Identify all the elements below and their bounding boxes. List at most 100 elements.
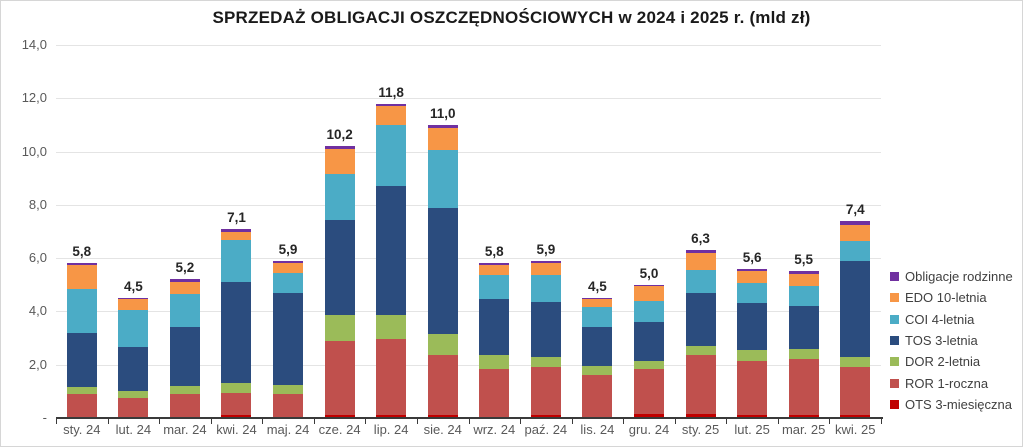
y-tick-label: 6,0	[28, 250, 47, 266]
gridline	[56, 98, 881, 100]
bar-segment	[324, 340, 355, 416]
axis-tick	[468, 419, 470, 424]
bar-segment	[479, 355, 510, 369]
y-tick-label: 12,0	[21, 90, 47, 106]
legend-swatch-icon	[890, 314, 899, 324]
bar-segment	[788, 359, 819, 416]
bar-total-label: 5,5	[794, 252, 814, 268]
axis-tick	[56, 419, 57, 424]
bar-segment	[737, 360, 768, 416]
bar-segment	[840, 367, 871, 415]
axis-tick	[726, 419, 728, 424]
bar-segment	[633, 300, 664, 323]
bar-segment	[324, 315, 355, 341]
bar-segment	[582, 307, 613, 328]
legend-swatch-icon	[890, 293, 899, 303]
gridline	[56, 258, 881, 260]
gridline	[56, 364, 881, 366]
bar-segment	[169, 282, 200, 295]
axis-tick	[881, 419, 882, 424]
bar-segment	[685, 346, 716, 356]
y-tick-label: 2,0	[28, 356, 47, 372]
bar-segment	[221, 282, 252, 384]
bar-segment	[169, 386, 200, 395]
x-tick-label: kwi. 24	[216, 422, 257, 437]
bar-segment	[737, 283, 768, 304]
bar-segment	[633, 414, 664, 418]
axis-tick	[777, 419, 779, 424]
bar-total-label: 5,8	[72, 244, 92, 260]
bar-segment	[118, 298, 149, 300]
axis-tick	[416, 419, 418, 424]
bar-segment	[324, 415, 355, 418]
bar-segment	[479, 368, 510, 417]
legend-item: EDO 10-letnia	[890, 287, 1013, 308]
y-tick-label: 8,0	[28, 196, 47, 212]
bar-segment	[788, 415, 819, 418]
x-axis-line	[56, 417, 883, 419]
bar-segment	[685, 292, 716, 347]
legend: Obligacje rodzinne EDO 10-letnia COI 4-let…	[890, 266, 1013, 415]
bar-segment	[427, 355, 458, 416]
bar-total-label: 5,8	[484, 244, 504, 260]
bar-segment	[427, 334, 458, 356]
bar-segment	[840, 414, 871, 418]
bar-segment	[685, 414, 716, 418]
legend-item: OTS 3-miesięczna	[890, 394, 1013, 415]
bar-segment	[118, 398, 149, 417]
bar-segment	[685, 252, 716, 271]
axis-tick	[829, 419, 831, 424]
bar-segment	[582, 299, 613, 308]
bar-segment	[530, 260, 561, 264]
bar-segment	[376, 186, 407, 316]
axis-tick	[623, 419, 625, 424]
bar-segment	[427, 207, 458, 335]
legend-item: COI 4-letnia	[890, 309, 1013, 330]
bar-segment	[273, 272, 304, 293]
legend-swatch-icon	[890, 399, 899, 409]
bar-segment	[221, 239, 252, 283]
x-tick-label: mar. 24	[163, 422, 207, 437]
bar-segment	[479, 275, 510, 300]
bar-segment	[66, 263, 97, 265]
bar-segment	[66, 387, 97, 395]
plot-area: 5,8 4,5 5,2 7,1 5,9 10,2 11,8 11,0 5,8 5,9 4,5 5,0 6…	[56, 45, 881, 418]
x-tick-label: paź. 24	[524, 422, 568, 437]
bar-segment	[324, 148, 355, 175]
axis-tick	[107, 419, 109, 424]
bar-total-label: 10,2	[326, 127, 353, 143]
legend-label: ROR 1-roczna	[905, 375, 989, 391]
legend-label: DOR 2-letnia	[905, 354, 981, 370]
bar-segment	[324, 174, 355, 220]
legend-swatch-icon	[890, 357, 899, 367]
bar-segment	[169, 394, 200, 417]
x-tick-label: cze. 24	[318, 422, 361, 437]
gridline	[56, 45, 881, 46]
legend-item: TOS 3-letnia	[890, 330, 1013, 351]
bar-total-label: 5,2	[175, 260, 195, 276]
bar-segment	[479, 264, 510, 276]
bar-segment	[840, 240, 871, 261]
bar-total-label: 5,9	[278, 241, 298, 257]
bar-segment	[633, 286, 664, 301]
bar-segment	[685, 355, 716, 415]
bar-segment	[66, 264, 97, 289]
bar-segment	[582, 375, 613, 417]
bar-segment	[427, 150, 458, 208]
bar-segment	[324, 219, 355, 316]
bar-segment	[530, 356, 561, 368]
bar-segment	[530, 415, 561, 418]
bar-segment	[788, 306, 819, 349]
axis-tick	[674, 419, 676, 424]
y-tick-label: 10,0	[21, 143, 47, 159]
x-tick-label: sie. 24	[423, 422, 462, 437]
chart-title: SPRZEDAŻ OBLIGACJI OSZCZĘDNOŚCIOWYCH w 2…	[212, 8, 811, 27]
bar-segment	[118, 391, 149, 399]
bar-segment	[66, 394, 97, 417]
x-tick-label: sty. 24	[63, 422, 101, 437]
bar-segment	[376, 103, 407, 107]
bar-total-label: 5,0	[639, 265, 659, 281]
y-tick-label: 4,0	[28, 303, 47, 319]
bar-segment	[840, 260, 871, 357]
bar-segment	[582, 298, 613, 300]
